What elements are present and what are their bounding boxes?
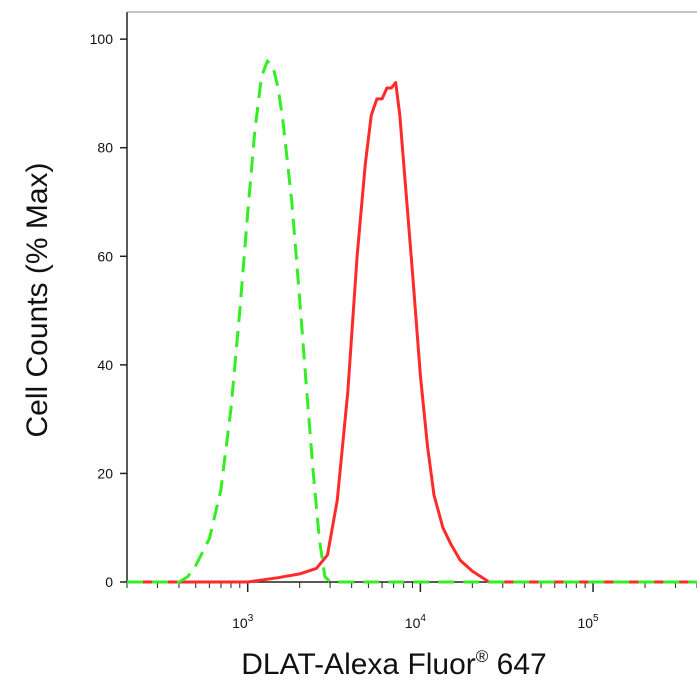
y-tick-label: 20 <box>97 465 113 481</box>
y-axis-ticks: 0 20 40 60 80 100 <box>90 31 127 590</box>
y-axis-title: Cell Counts (% Max) <box>21 162 54 437</box>
series-layer <box>127 59 697 584</box>
x-tick-label-exponent: 3 <box>248 613 254 624</box>
y-tick-label: 0 <box>105 574 113 590</box>
x-axis-title-registered-mark: ® <box>476 647 489 666</box>
series-line-2 <box>127 59 697 584</box>
y-tick-label: 60 <box>97 248 113 264</box>
x-tick-label: 105 <box>577 613 599 631</box>
x-tick-label-base: 10 <box>232 615 248 631</box>
x-tick-label-exponent: 5 <box>593 613 599 624</box>
x-tick-label: 104 <box>405 613 427 631</box>
y-tick-label: 80 <box>97 140 113 156</box>
x-axis-title-suffix: 647 <box>488 648 546 681</box>
x-tick-label-base: 10 <box>577 615 593 631</box>
x-tick-label: 103 <box>232 613 254 631</box>
series-line-1 <box>127 81 697 584</box>
x-axis-ticks: 103 104 105 <box>126 582 697 631</box>
x-tick-label-exponent: 4 <box>420 613 426 624</box>
y-tick-label: 40 <box>97 357 113 373</box>
x-axis-title-main: DLAT-Alexa Fluor <box>241 648 476 681</box>
plot-frame <box>126 11 697 583</box>
x-tick-label-base: 10 <box>405 615 421 631</box>
x-axis-title: DLAT-Alexa Fluor® 647 <box>241 647 546 681</box>
y-tick-label: 100 <box>90 31 114 47</box>
